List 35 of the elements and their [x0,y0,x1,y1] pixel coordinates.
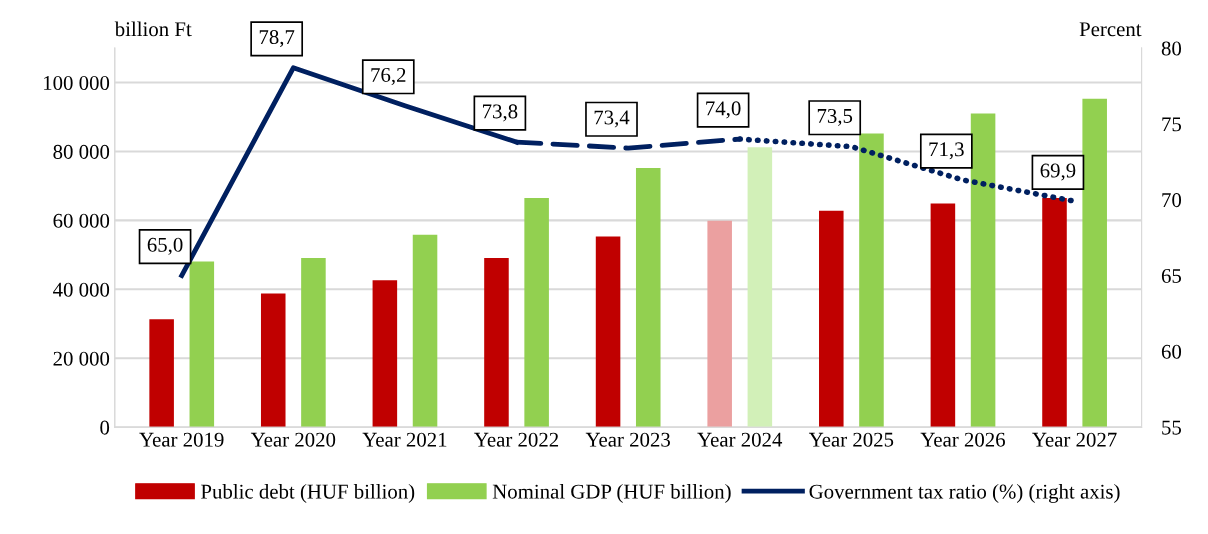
x-tick-label: Year 2021 [362,432,447,447]
x-tick-label: Year 2026 [920,432,1005,447]
data-label: 76,2 [371,68,406,86]
x-tick-label: Year 2025 [808,432,894,447]
x-tick-label: Year 2020 [250,432,336,447]
y-tick-label: 40 000 [53,282,110,297]
x-tick-label: Year 2023 [585,432,670,447]
legend-label: Government tax ratio (%) (right axis) [809,483,1120,503]
y-tick-label: 0 [100,420,110,435]
y2-tick-label: 65 [1161,268,1182,283]
y-tick-label: 80 000 [53,144,110,159]
y2-axis-title: Percent [1079,22,1142,37]
y-tick-label: 20 000 [53,351,110,366]
y2-tick-label: 80 [1161,41,1182,56]
data-label: 65,0 [147,237,183,255]
x-tick-label: Year 2019 [139,432,224,447]
y2-tick-label: 70 [1162,193,1182,208]
legend-label: Public debt (HUF billion) [201,483,415,503]
y-axis-title: billion Ft [114,21,192,37]
y-tick-label: 60 000 [53,213,110,228]
x-tick-label: Year 2027 [1032,432,1117,447]
data-label: 73,8 [483,104,518,122]
y2-tick-label: 55 [1162,420,1182,435]
data-label: 73,5 [817,108,853,126]
y2-tick-label: 60 [1161,344,1182,359]
legend-label: Nominal GDP (HUF billion) [492,483,731,503]
x-tick-label: Year 2024 [697,432,783,447]
x-tick-label: Year 2022 [474,432,559,447]
y2-tick-label: 75 [1162,117,1182,132]
data-label: 71,3 [929,142,964,160]
data-label: 73,4 [594,110,630,128]
data-label: 69,9 [1040,163,1076,181]
y-tick-label: 100 000 [44,75,110,90]
data-label: 78,7 [259,30,295,48]
data-label: 74,0 [706,101,741,119]
